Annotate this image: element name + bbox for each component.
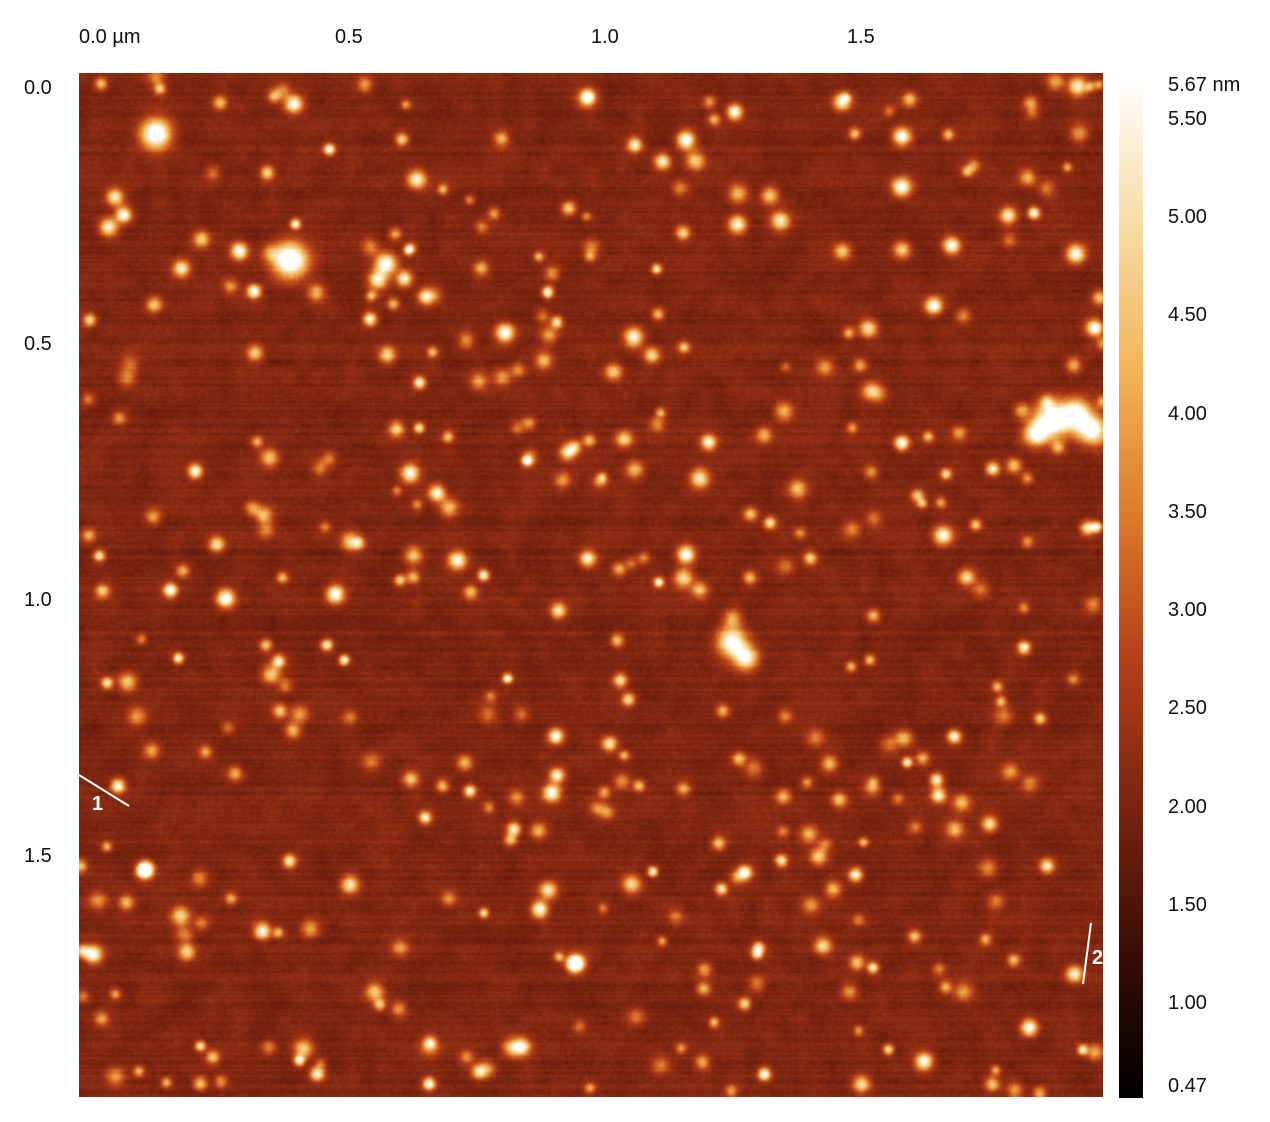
- colorbar-tick-label: 0.47: [1168, 1075, 1207, 1097]
- colorbar-tick-label: 4.50: [1168, 304, 1207, 326]
- x-tick-label: 1.5: [847, 26, 875, 48]
- colorbar-tick-label: 1.50: [1168, 894, 1207, 916]
- x-tick-label: 0.0 µm: [79, 26, 141, 48]
- x-tick-label: 1.0: [591, 26, 619, 48]
- profile-label-1: 1: [92, 793, 103, 815]
- profile-line-2: [1082, 922, 1092, 985]
- colorbar-tick-label: 3.50: [1168, 501, 1207, 523]
- colorbar-tick-label: 5.50: [1168, 108, 1207, 130]
- colorbar-tick-label: 2.50: [1168, 697, 1207, 719]
- profile-overlay: 1 2: [78, 774, 1103, 985]
- colorbar-tick-label: 1.00: [1168, 992, 1207, 1014]
- y-tick-label: 1.5: [24, 845, 52, 867]
- profile-line-1: [78, 774, 130, 807]
- colorbar-tick-label: 2.00: [1168, 796, 1207, 818]
- y-tick-label: 0.0: [24, 77, 52, 99]
- colorbar-tick-label: 5.67 nm: [1168, 74, 1241, 96]
- colorbar-tick-label: 4.00: [1168, 403, 1207, 425]
- height-colorbar: [1119, 79, 1143, 1098]
- y-tick-label: 0.5: [24, 333, 52, 355]
- colorbar-tick-label: 3.00: [1168, 599, 1207, 621]
- x-tick-label: 0.5: [335, 26, 363, 48]
- y-tick-label: 1.0: [24, 589, 52, 611]
- colorbar-tick-label: 5.00: [1168, 206, 1207, 228]
- profile-label-2: 2: [1092, 947, 1103, 969]
- afm-height-image: [79, 73, 1103, 1097]
